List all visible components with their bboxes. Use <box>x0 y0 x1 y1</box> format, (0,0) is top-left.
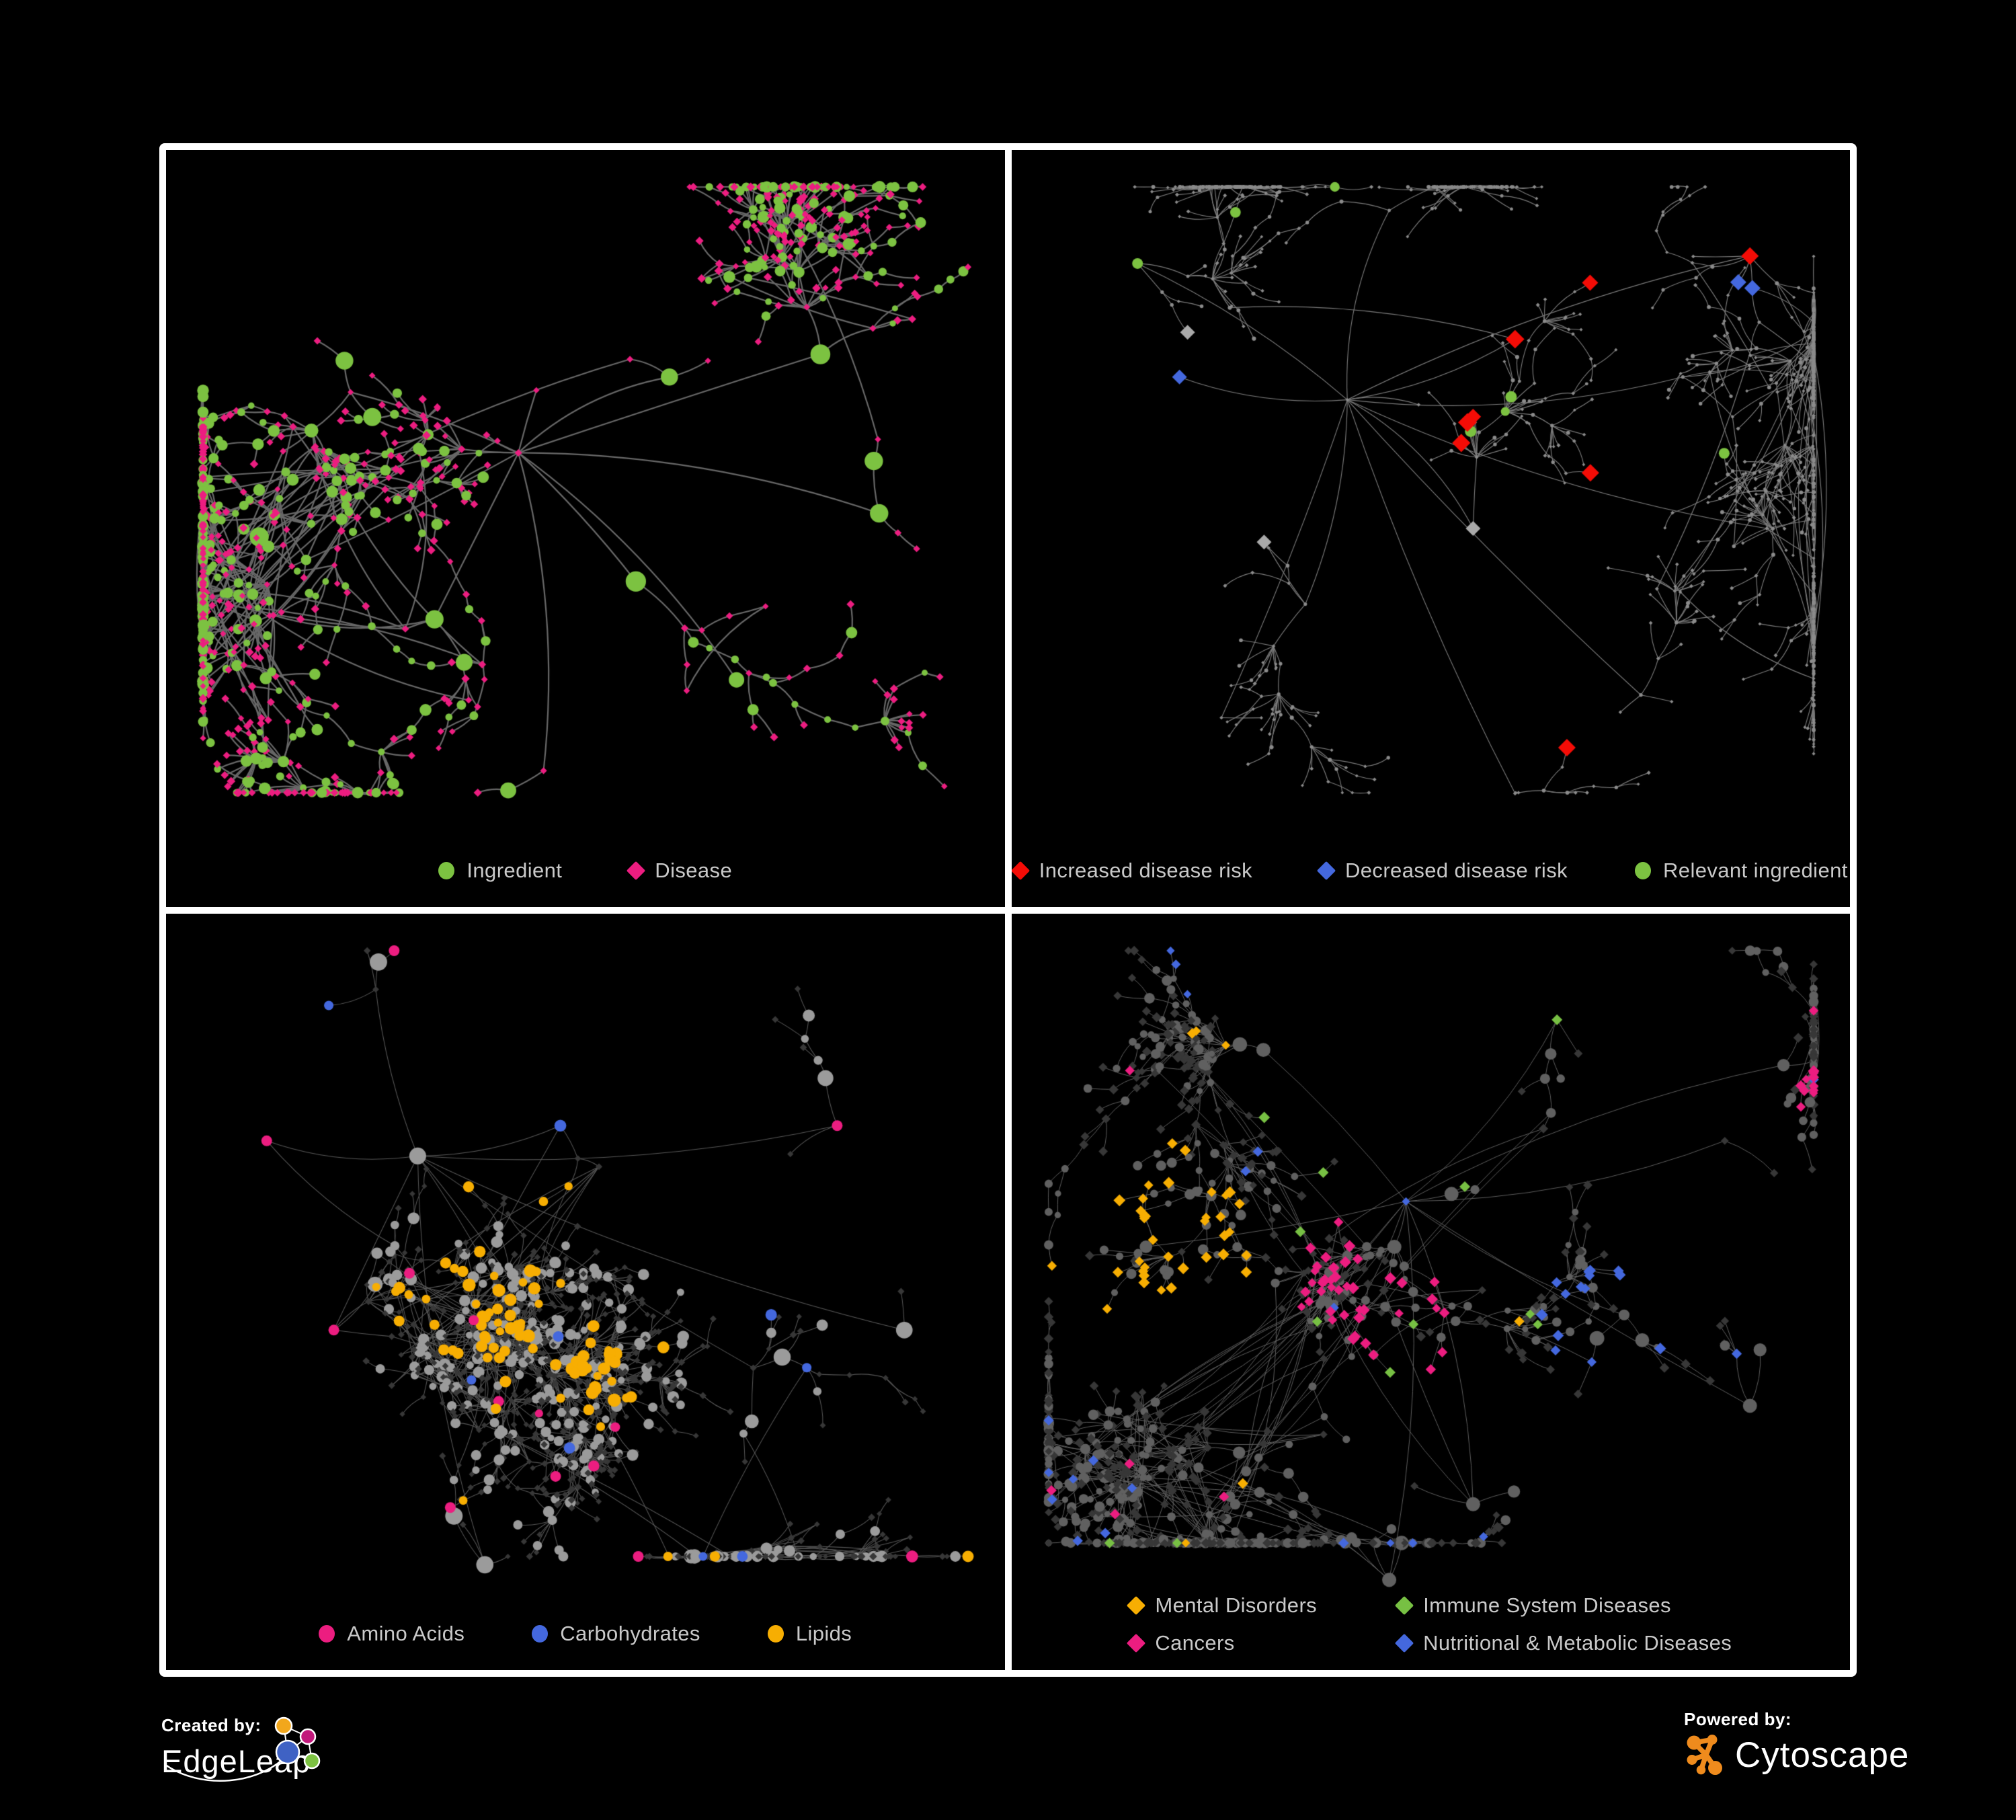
legend: Mental Disorders Immune System Diseases Ca… <box>1012 1593 1851 1655</box>
legend-label: Mental Disorders <box>1155 1593 1318 1617</box>
legend-label: Increased disease risk <box>1039 858 1252 882</box>
circle-marker-icon <box>532 1625 549 1643</box>
legend-item: Decreased disease risk <box>1316 858 1568 883</box>
network-canvas <box>1011 150 1850 907</box>
panel-ingredient-disease: Ingredient Disease <box>166 150 1005 907</box>
network-canvas <box>166 913 1005 1670</box>
legend-label: Carbohydrates <box>560 1622 700 1645</box>
legend-label: Relevant ingredient <box>1663 858 1848 882</box>
legend-item: Nutritional & Metabolic Diseases <box>1394 1631 1732 1655</box>
panel-ingredient-classes: Amino Acids Carbohydrates Lipids <box>166 913 1005 1670</box>
legend-item: Immune System Diseases <box>1394 1593 1732 1618</box>
circle-marker-icon <box>438 861 455 879</box>
legend-item: Amino Acids <box>319 1622 465 1646</box>
diamond-marker-icon <box>1316 861 1336 880</box>
legend-item: Mental Disorders <box>1127 1593 1318 1618</box>
cytoscape-icon <box>1687 1735 1722 1775</box>
legend-label: Immune System Diseases <box>1423 1593 1671 1617</box>
cytoscape-wordmark: Cytoscape <box>1735 1735 1910 1775</box>
legend-item: Relevant ingredient <box>1635 859 1848 883</box>
legend-item: Increased disease risk <box>1011 858 1252 883</box>
network-canvas <box>1011 913 1850 1670</box>
powered-by-label: Powered by: <box>1684 1709 1792 1729</box>
legend-item: Disease <box>627 858 733 883</box>
panel-disease-risk: Increased disease risk Decreased disease … <box>1011 150 1851 907</box>
cytoscape-logo: Powered by: Cytoscape <box>1684 1709 1973 1796</box>
legend-label: Disease <box>655 858 733 882</box>
diamond-marker-icon <box>1127 1595 1146 1616</box>
circle-marker-icon <box>767 1625 784 1643</box>
legend-item: Cancers <box>1127 1631 1317 1655</box>
diamond-marker-icon <box>627 861 646 880</box>
legend-label: Nutritional & Metabolic Diseases <box>1423 1631 1732 1655</box>
legend-item: Lipids <box>767 1622 852 1646</box>
created-by-label: Created by: <box>161 1715 261 1735</box>
legend-label: Amino Acids <box>347 1622 465 1645</box>
circle-marker-icon <box>319 1625 335 1643</box>
network-canvas <box>166 150 1005 907</box>
figure-grid: Ingredient Disease Increased disease risk… <box>159 143 1857 1677</box>
circle-marker-icon <box>1635 861 1652 879</box>
legend-item: Ingredient <box>438 859 562 883</box>
legend: Amino Acids Carbohydrates Lipids <box>166 1622 1005 1646</box>
diamond-marker-icon <box>1394 1595 1414 1616</box>
edgeleap-logo: Created by: EdgeLeap <box>161 1715 511 1816</box>
legend: Ingredient Disease <box>166 859 1005 883</box>
panel-disease-classes: Mental Disorders Immune System Diseases Ca… <box>1011 913 1851 1670</box>
legend: Increased disease risk Decreased disease … <box>1011 858 1851 883</box>
legend-label: Decreased disease risk <box>1345 858 1568 882</box>
edgeleap-wordmark: EdgeLeap <box>161 1743 311 1779</box>
diamond-marker-icon <box>1127 1633 1146 1653</box>
diamond-marker-icon <box>1011 861 1030 880</box>
legend-item: Carbohydrates <box>532 1622 700 1646</box>
legend-label: Ingredient <box>467 858 563 882</box>
diamond-marker-icon <box>1394 1633 1414 1653</box>
legend-label: Lipids <box>795 1622 852 1645</box>
legend-label: Cancers <box>1155 1631 1235 1655</box>
